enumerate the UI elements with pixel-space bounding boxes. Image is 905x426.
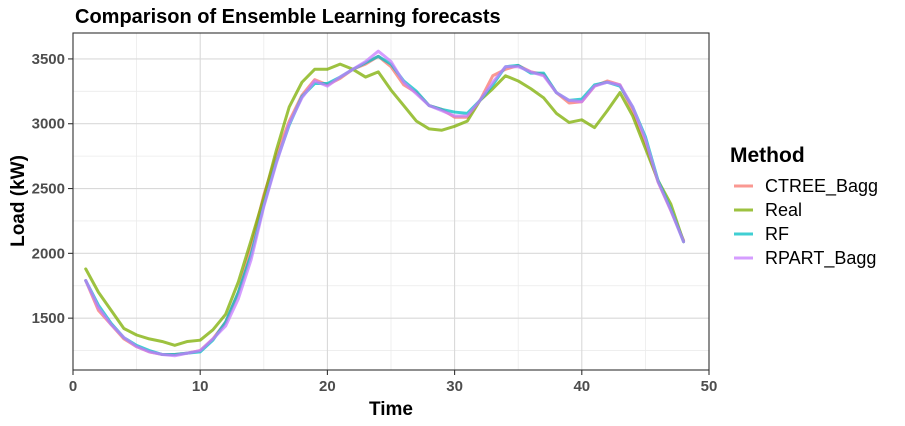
y-tick-label: 3000 — [32, 116, 65, 133]
plot-border — [72, 32, 710, 371]
y-tick-label: 3500 — [32, 51, 65, 68]
legend-item: RF — [734, 224, 789, 244]
legend-label: RPART_Bagg — [765, 248, 876, 269]
legend-label: CTREE_Bagg — [765, 176, 878, 197]
x-tick-label: 40 — [573, 378, 590, 395]
legend-items: CTREE_Bagg Real RF RPART_Bagg — [734, 176, 878, 269]
x-tick-label: 10 — [192, 378, 209, 395]
legend-item: RPART_Bagg — [734, 248, 876, 269]
x-axis: 0 10 20 30 40 50 — [69, 370, 718, 395]
legend-item: CTREE_Bagg — [734, 176, 878, 197]
y-tick-label: 2000 — [32, 245, 65, 262]
x-tick-label: 30 — [446, 378, 463, 395]
chart-title: Comparison of Ensemble Learning forecast… — [75, 6, 501, 28]
legend-item: Real — [734, 200, 802, 220]
legend: Method CTREE_Bagg Real RF RPART_Bagg — [730, 144, 878, 269]
y-tick-label: 1500 — [32, 310, 65, 327]
x-axis-title: Time — [369, 399, 413, 420]
series-line-rpart-bagg — [84, 49, 686, 358]
y-tick-label: 2500 — [32, 181, 65, 198]
legend-title: Method — [730, 144, 805, 167]
x-tick-label: 20 — [319, 378, 336, 395]
legend-label: RF — [765, 224, 789, 244]
y-axis-title: Load (kW) — [8, 155, 29, 247]
series-line-real — [84, 62, 686, 347]
legend-label: Real — [765, 200, 802, 220]
series-lines — [84, 49, 686, 358]
x-tick-label: 0 — [69, 378, 77, 395]
x-tick-label: 50 — [701, 378, 718, 395]
y-axis: 1500 2000 2500 3000 3500 — [32, 51, 73, 327]
